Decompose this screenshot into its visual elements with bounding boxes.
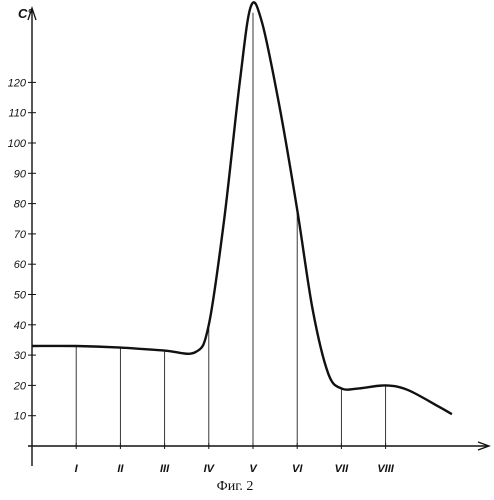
y-tick-label: 20 [13,380,27,392]
x-tick-label: V [249,463,258,475]
x-tick-label: III [160,463,170,475]
y-tick-label: 30 [14,350,27,362]
y-tick-label: 60 [14,259,27,271]
x-tick-label: VI [292,463,303,475]
y-tick-label: 70 [14,229,27,241]
x-tick-label: II [117,463,124,475]
stage-drop-lines [76,13,385,446]
figure-caption: Фиг. 2 [217,479,254,494]
x-tick-label: VIII [377,463,394,475]
temperature-curve [32,2,452,414]
y-tick-label: 90 [14,168,27,180]
x-tick-label: I [75,463,79,475]
y-tick-label: 40 [14,320,27,332]
y-tick-label: 50 [14,290,27,302]
y-tick-label: 120 [8,77,27,89]
axes-group: 102030405060708090100110120IIIIIIIVVVIVI… [8,8,489,475]
y-tick-label: 10 [14,411,27,423]
temperature-curve-group [32,2,452,414]
x-tick-label: IV [204,463,216,475]
y-tick-label: 110 [8,108,26,120]
y-tick-label: 100 [8,138,27,150]
y-tick-label: 80 [14,199,27,211]
y-axis-unit-label: C° [18,6,33,21]
x-tick-label: VII [335,463,349,475]
